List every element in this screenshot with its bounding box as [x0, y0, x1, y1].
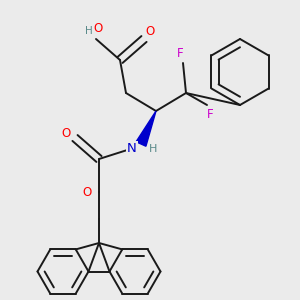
Text: O: O — [93, 22, 102, 35]
Text: O: O — [61, 127, 70, 140]
Text: F: F — [177, 47, 183, 61]
Text: O: O — [82, 185, 91, 199]
Text: F: F — [207, 107, 213, 121]
Text: O: O — [146, 25, 154, 38]
Text: H: H — [149, 143, 157, 154]
Text: H: H — [85, 26, 92, 37]
Text: N: N — [127, 142, 137, 155]
Polygon shape — [136, 111, 156, 146]
